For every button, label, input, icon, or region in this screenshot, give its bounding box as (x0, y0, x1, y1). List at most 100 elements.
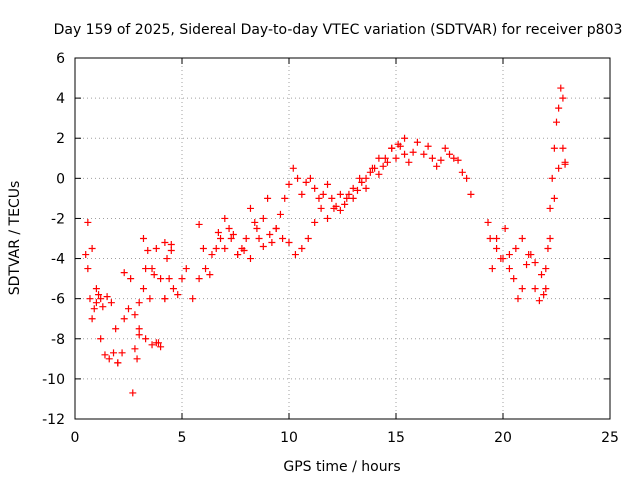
data-point (227, 235, 235, 242)
data-point (493, 235, 501, 242)
y-tick-label: -2 (51, 211, 65, 227)
data-point (88, 315, 96, 323)
data-point (298, 245, 306, 253)
data-point (208, 251, 216, 259)
data-point (531, 259, 539, 267)
data-point (152, 245, 160, 253)
data-point (206, 271, 214, 279)
data-point (349, 194, 357, 202)
x-axis-ticks: 0 5 10 15 20 25 (71, 58, 619, 446)
data-point (493, 245, 501, 253)
data-point (157, 275, 165, 283)
data-point (557, 84, 565, 92)
data-point (103, 293, 111, 301)
data-point (401, 150, 409, 158)
data-point (163, 255, 171, 263)
y-tick-label: -12 (42, 412, 65, 428)
data-point (362, 184, 370, 192)
data-point (368, 164, 376, 172)
data-point (118, 349, 126, 357)
data-point (97, 335, 105, 343)
data-point (144, 247, 152, 255)
data-point (161, 239, 169, 247)
data-point (217, 235, 225, 242)
data-point (413, 138, 421, 146)
data-point (546, 235, 554, 242)
data-point (341, 200, 349, 208)
data-point (420, 150, 428, 158)
data-point (542, 285, 550, 293)
data-point (366, 168, 374, 176)
data-point (246, 204, 254, 212)
data-point (88, 245, 96, 253)
data-point (225, 224, 233, 232)
data-point (298, 190, 306, 198)
data-point (324, 180, 332, 188)
data-point (525, 251, 533, 259)
data-point (253, 224, 261, 232)
data-point (221, 214, 229, 222)
data-point (311, 218, 319, 226)
data-points (82, 84, 569, 397)
data-point (535, 297, 543, 305)
data-point (324, 214, 332, 222)
data-point (405, 158, 413, 166)
data-point (101, 351, 109, 359)
data-point (142, 335, 150, 343)
data-point (463, 174, 471, 182)
data-point (544, 245, 552, 253)
data-point (550, 194, 558, 202)
data-point (559, 144, 567, 152)
data-point (165, 275, 173, 283)
data-point (167, 241, 175, 249)
data-point (330, 204, 338, 212)
data-point (343, 194, 351, 202)
data-point (107, 299, 115, 307)
plot-frame (74, 57, 611, 420)
data-point (358, 178, 366, 186)
data-point (110, 349, 118, 357)
data-point (84, 265, 92, 273)
data-point (276, 210, 284, 218)
data-point (383, 158, 391, 166)
data-point (99, 303, 107, 311)
data-point (189, 295, 197, 303)
data-point (531, 285, 539, 293)
data-point (311, 184, 319, 192)
data-point (302, 178, 310, 186)
data-point (234, 251, 242, 259)
data-point (142, 265, 150, 273)
data-point (362, 174, 370, 182)
x-tick-label: 15 (387, 430, 405, 446)
data-point (259, 214, 267, 222)
data-point (501, 224, 509, 232)
data-point (268, 239, 276, 247)
data-point (84, 218, 92, 226)
y-tick-label: -4 (51, 252, 65, 268)
data-point (356, 174, 364, 182)
data-point (135, 299, 143, 307)
data-point (195, 275, 203, 283)
y-tick-label: -10 (42, 372, 65, 388)
data-point (336, 206, 344, 214)
data-point (548, 174, 556, 182)
data-point (289, 164, 297, 172)
data-point (154, 339, 162, 347)
data-point (345, 190, 353, 198)
data-point (182, 265, 190, 273)
data-point (120, 315, 128, 323)
y-tick-label: 6 (56, 51, 65, 67)
data-point (555, 164, 563, 172)
data-point (512, 245, 520, 253)
data-point (195, 220, 203, 228)
data-point (304, 235, 312, 242)
data-point (388, 144, 396, 152)
data-point (161, 295, 169, 303)
data-point (92, 285, 100, 293)
data-point (484, 218, 492, 226)
grid-lines (75, 58, 610, 419)
x-tick-label: 0 (71, 430, 80, 446)
data-point (285, 239, 293, 247)
data-point (514, 295, 522, 303)
data-point (202, 265, 210, 273)
